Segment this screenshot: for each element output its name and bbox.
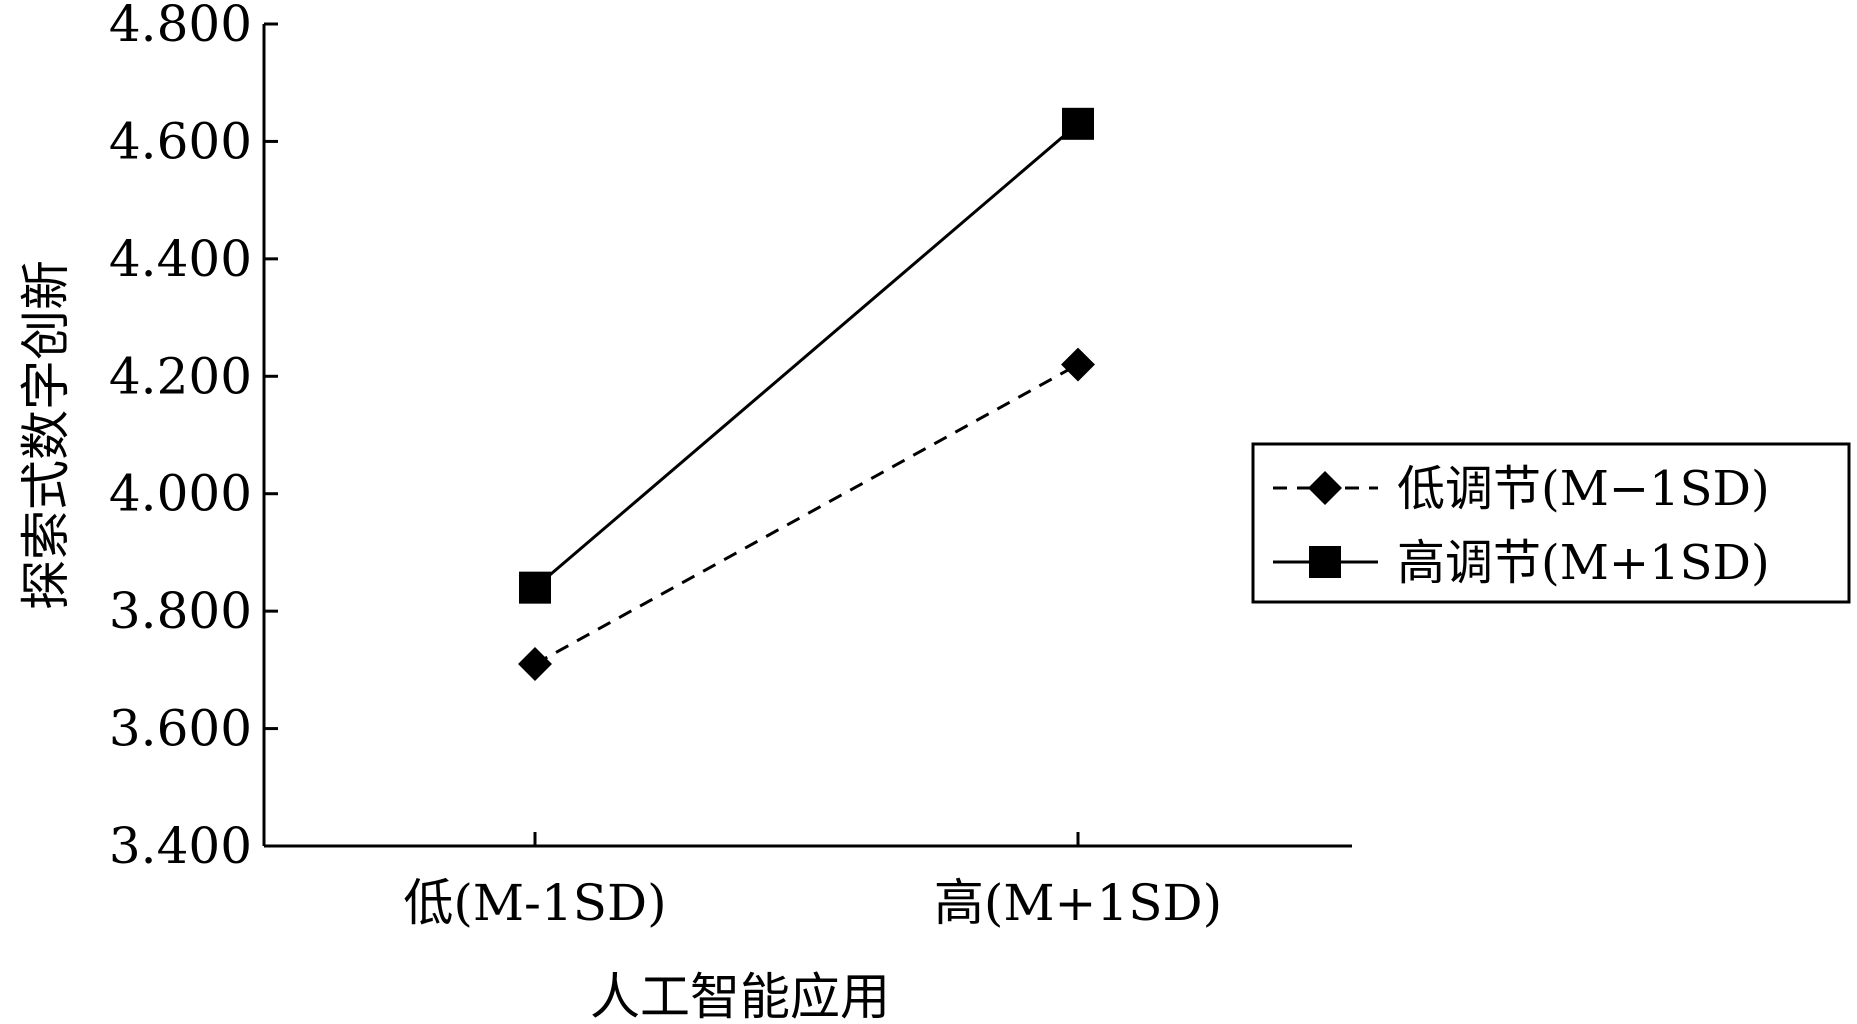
- y-tick-label: 4.200: [109, 347, 252, 405]
- y-tick-label: 3.800: [109, 582, 252, 640]
- data-point-square: [1062, 107, 1094, 140]
- y-tick-label: 4.800: [109, 0, 252, 53]
- legend-item-high: 高调节(M+1SD): [1273, 535, 1770, 591]
- legend: 低调节(M−1SD) 高调节(M+1SD): [1251, 442, 1851, 604]
- x-axis-title: 人工智能应用: [590, 968, 890, 1024]
- legend-item-low: 低调节(M−1SD): [1273, 461, 1770, 517]
- legend-label-high: 高调节(M+1SD): [1397, 535, 1770, 591]
- x-tick-label: 高(M+1SD): [934, 874, 1222, 932]
- y-axis-title: 探索式数字创新: [17, 260, 75, 610]
- y-ticks: 3.400 3.600 3.800 4.000 4.200 4.400 4.600 4.800: [109, 0, 278, 875]
- y-tick-label: 4.400: [109, 230, 252, 288]
- series-line-1: [534, 122, 1079, 589]
- legend-box: [1251, 442, 1851, 604]
- legend-label-low: 低调节(M−1SD): [1397, 461, 1770, 517]
- x-tick-label: 低(M-1SD): [403, 874, 666, 932]
- y-tick-label: 4.000: [109, 465, 252, 523]
- legend-marker-diamond: [1308, 471, 1342, 505]
- series-layer: [518, 107, 1095, 681]
- data-point-square: [519, 571, 551, 604]
- data-point-diamond: [518, 647, 552, 681]
- series-line-0: [534, 363, 1079, 666]
- y-tick-label: 3.600: [109, 700, 252, 758]
- y-tick-label: 3.400: [109, 817, 252, 875]
- x-ticks: 低(M-1SD) 高(M+1SD): [403, 832, 1222, 932]
- legend-marker-square: [1309, 546, 1341, 578]
- y-tick-label: 4.600: [109, 112, 252, 170]
- data-point-diamond: [1061, 347, 1095, 382]
